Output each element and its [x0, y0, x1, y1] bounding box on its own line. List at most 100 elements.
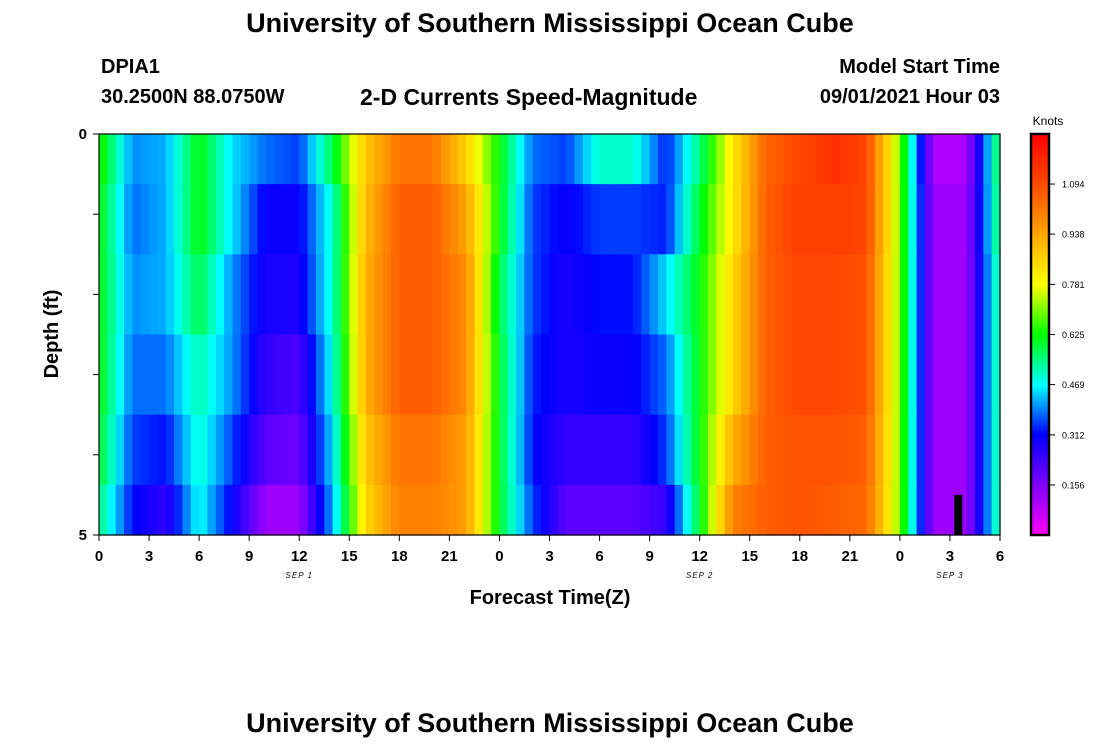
heatmap-cell [624, 484, 634, 536]
heatmap-cell [315, 484, 325, 536]
heatmap-cell [407, 184, 417, 255]
heatmap-cell [224, 334, 234, 416]
heatmap-cell [808, 484, 818, 536]
heatmap-cell [507, 134, 517, 185]
heatmap-cell [541, 134, 551, 185]
heatmap-cell [315, 414, 325, 486]
heatmap-cell [799, 484, 809, 536]
heatmap-cell [124, 184, 133, 255]
heatmap-cell [315, 334, 325, 416]
heatmap-cell [207, 134, 217, 185]
heatmap-cell [899, 254, 909, 336]
heatmap-cell [190, 414, 200, 486]
heatmap-cell [390, 334, 400, 416]
heatmap-cell [791, 414, 801, 486]
heatmap-cell [516, 414, 526, 486]
heatmap-cell [682, 414, 692, 486]
heatmap-cell [649, 184, 659, 255]
x-tick-label: 21 [441, 548, 458, 565]
heatmap-cell [799, 184, 809, 255]
heatmap-cell [299, 184, 309, 255]
heatmap-cell [941, 484, 951, 536]
heatmap-cell [307, 184, 317, 255]
heatmap-cell [365, 254, 375, 336]
heatmap-cell [157, 334, 167, 416]
heatmap-cell [974, 334, 984, 416]
heatmap-cell [524, 484, 534, 536]
heatmap-cell [591, 334, 601, 416]
heatmap-cell [891, 484, 901, 536]
heatmap-cell [482, 134, 492, 185]
heatmap-cell [240, 184, 250, 255]
heatmap-cell [841, 184, 851, 255]
heatmap-cell [307, 334, 317, 416]
heatmap-cell [666, 414, 676, 486]
heatmap-cell [566, 134, 576, 185]
heatmap-cell [924, 254, 934, 336]
heatmap-cell [182, 414, 192, 486]
heatmap-cell [190, 184, 200, 255]
heatmap-cell [99, 334, 108, 416]
heatmap-cell [407, 254, 417, 336]
heatmap-cell [374, 334, 384, 416]
heatmap-cell [524, 414, 534, 486]
heatmap-cell [557, 484, 567, 536]
heatmap-cell [516, 184, 526, 255]
station-id: DPIA1 [101, 56, 160, 78]
heatmap-cell [140, 254, 150, 336]
heatmap-cell [524, 184, 534, 255]
heatmap-cell [591, 254, 601, 336]
heatmap-cell [591, 414, 601, 486]
heatmap-cell [641, 134, 651, 185]
heatmap-cell [199, 484, 209, 536]
heatmap-cell [849, 414, 859, 486]
heatmap-cell [691, 254, 701, 336]
heatmap-cell [332, 134, 342, 185]
heatmap-cell [566, 334, 576, 416]
heatmap-cell [724, 184, 734, 255]
date-label: SEP 1 [286, 571, 313, 580]
heatmap-cell [140, 334, 150, 416]
x-tick-label: 3 [545, 548, 553, 565]
heatmap-cell [808, 414, 818, 486]
heatmap-cell [424, 414, 434, 486]
heatmap-cell [516, 254, 526, 336]
heatmap-cell [749, 184, 759, 255]
heatmap-cell [532, 484, 542, 536]
heatmap-cell [340, 184, 350, 255]
heatmap-cell [390, 254, 400, 336]
heatmap-cell [282, 414, 292, 486]
heatmap-cell [299, 254, 309, 336]
heatmap-cell [307, 484, 317, 536]
heatmap-cell [174, 184, 184, 255]
x-tick-label: 6 [195, 548, 203, 565]
heatmap-cell [733, 254, 742, 336]
heatmap-cell [624, 184, 634, 255]
heatmap-cell [749, 134, 759, 185]
heatmap-cell [632, 484, 642, 536]
heatmap-cell [883, 254, 893, 336]
heatmap-cell [282, 254, 292, 336]
heatmap-cell [315, 134, 325, 185]
heatmap-cell [858, 414, 868, 486]
heatmap-cell [349, 184, 359, 255]
heatmap-cell [107, 134, 117, 185]
heatmap-cell [507, 334, 517, 416]
heatmap-cell [390, 484, 400, 536]
x-tick-label: 9 [645, 548, 653, 565]
heatmap-cell [616, 184, 626, 255]
heatmap-cell [774, 134, 784, 185]
heatmap-cell [708, 334, 717, 416]
heatmap-cell [791, 184, 801, 255]
heatmap-cell [416, 414, 425, 486]
heatmap-cell [140, 134, 150, 185]
heatmap-cell [557, 414, 567, 486]
heatmap-cell [924, 334, 934, 416]
heatmap-cell [524, 334, 534, 416]
heatmap-cell [549, 184, 559, 255]
heatmap-cell [824, 334, 834, 416]
heatmap-cell [991, 184, 1001, 255]
heatmap-cell [574, 484, 584, 536]
heatmap-cell [941, 254, 951, 336]
heatmap-cell [816, 484, 826, 536]
